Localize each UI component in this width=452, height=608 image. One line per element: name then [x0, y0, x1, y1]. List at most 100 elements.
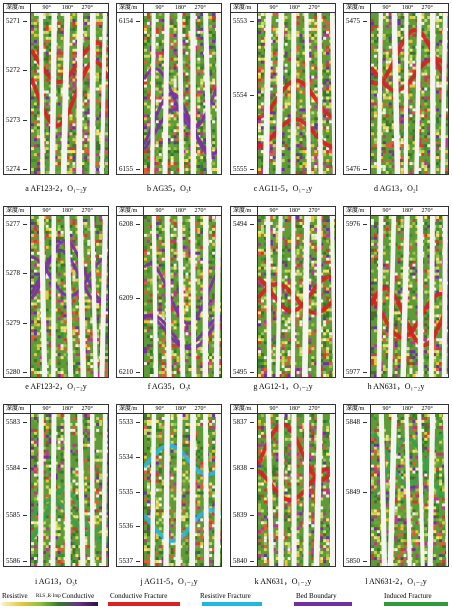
azimuth-label: 180°	[402, 208, 414, 214]
azimuth-label: 180°	[289, 406, 301, 412]
depth-tick-label: 5537	[119, 557, 140, 565]
azimuth-label: 180°	[175, 5, 187, 11]
conductive-fracture-trace	[371, 291, 448, 340]
depth-tick-label: 6209	[119, 294, 140, 302]
depth-tick-label: 5536	[119, 522, 140, 530]
depth-axis-label: 深度/m	[233, 208, 252, 214]
depth-tick-label: 6208	[119, 220, 140, 228]
pad-gap	[190, 216, 197, 377]
pad-gap	[177, 13, 185, 174]
pad-gap	[213, 216, 221, 377]
pad-gap	[90, 216, 98, 377]
panel-frame: 深度/m 90° 180° 270° 5475 5476	[343, 3, 449, 175]
pad-gap	[214, 414, 221, 566]
depth-tick-label: 5533	[119, 418, 140, 426]
panel-frame: 深度/m 90° 180° 270° 5533 5534 5535 5536 5537	[116, 404, 222, 567]
depth-tick-label: 5494	[233, 220, 254, 228]
pad-gap	[49, 13, 58, 174]
panel-caption-j: j AG11-5，O₁₋₂y	[140, 577, 198, 586]
depth-tick-label: 5584	[6, 464, 27, 472]
azimuth-label: 270°	[81, 5, 93, 11]
azimuth-label: 180°	[62, 406, 74, 412]
image-log-canvas	[144, 414, 221, 566]
pad-gap	[265, 414, 274, 566]
panel-frame: 深度/m 90° 180° 270° 5277 5278 5279 5280	[3, 206, 109, 378]
depth-axis-label: 深度/m	[119, 406, 138, 412]
fmi-image	[258, 414, 335, 566]
pad-gap	[164, 216, 172, 377]
pad-gap	[428, 216, 435, 377]
depth-tick-label: 5534	[119, 453, 140, 461]
pad-gap	[38, 216, 48, 377]
azimuth-label: 270°	[308, 5, 320, 11]
azimuth-label: 270°	[421, 406, 433, 412]
depth-tick-label: 5273	[6, 116, 27, 124]
depth-column: 5494 5495	[231, 216, 258, 377]
panel-frame: 深度/m 90° 180° 270° 5583 5584 5585 5586	[3, 404, 109, 567]
azimuth-label: 270°	[81, 208, 93, 214]
panel-frame: 深度/m 90° 180° 270° 5271 5272 5273 5274	[3, 3, 109, 175]
pad-gap	[203, 13, 212, 174]
pad-gap	[427, 414, 436, 566]
depth-axis-label: 深度/m	[233, 406, 252, 412]
pad-gap	[77, 216, 87, 377]
pad-gap	[99, 13, 107, 174]
depth-tick-label: 5274	[6, 165, 27, 173]
fmi-image	[371, 216, 448, 377]
pad-gap	[304, 13, 312, 174]
pad-gap	[404, 414, 412, 566]
fmi-image	[31, 216, 108, 377]
pad-gap	[303, 414, 310, 566]
depth-axis-label: 深度/m	[233, 5, 252, 11]
fmi-image	[371, 414, 448, 566]
pad-gap	[38, 414, 44, 566]
image-log-canvas	[371, 216, 448, 377]
depth-tick-label: 5977	[346, 368, 367, 376]
pad-gap	[38, 13, 45, 174]
pad-gap	[202, 216, 209, 377]
log-panel-g: 深度/m 90° 180° 270° 5494 5495	[230, 206, 336, 378]
fmi-image	[31, 414, 108, 566]
panel-frame: 深度/m 90° 180° 270° 6154 6155	[116, 3, 222, 175]
legend-resistive-label: Resistive Fracture	[200, 592, 251, 600]
image-log-canvas	[31, 13, 108, 174]
pad-gap	[278, 414, 285, 566]
conductive-fracture-trace	[258, 281, 335, 315]
azimuth-label: 90°	[269, 406, 278, 412]
depth-tick-label: 5553	[233, 17, 254, 25]
depth-tick-label: 5976	[346, 220, 367, 228]
depth-axis-label: 深度/m	[346, 406, 365, 412]
depth-tick-label: 5586	[6, 557, 27, 565]
panel-caption-b: b AG35，O₃t	[147, 184, 191, 193]
panel-frame: 深度/m 90° 180° 270° 5494 5495	[230, 206, 336, 378]
azimuth-label: 180°	[175, 208, 187, 214]
pad-gap	[417, 216, 424, 377]
pad-gap	[391, 13, 401, 174]
pad-gap	[376, 216, 384, 377]
depth-tick-label: 5850	[346, 557, 367, 565]
depth-axis-label: 深度/m	[6, 208, 25, 214]
panel-header: 深度/m 90° 180° 270°	[231, 207, 335, 216]
legend: Resistive RLS ,R·Imp Conductive Conducti…	[0, 590, 452, 608]
panel-caption-c: c AG11-5，O₁₋₂y	[253, 184, 313, 193]
pad-gap	[317, 13, 323, 174]
azimuth-label: 90°	[42, 5, 51, 11]
fmi-image	[31, 13, 108, 174]
azimuth-label: 90°	[269, 5, 278, 11]
azimuth-label: 180°	[402, 5, 414, 11]
pad-gap	[400, 216, 410, 377]
azimuth-label: 90°	[382, 208, 391, 214]
log-panel-h: 深度/m 90° 180° 270° 5976 5977	[343, 206, 449, 378]
depth-column: 5848 5849 5850	[344, 414, 371, 566]
depth-axis-label: 深度/m	[6, 406, 25, 412]
pad-gap	[442, 414, 448, 566]
fmi-image	[371, 13, 448, 174]
panel-caption-l: l AN631-2，O₁₋₂y	[365, 577, 427, 586]
azimuth-label: 180°	[289, 208, 301, 214]
pad-gap	[50, 414, 57, 566]
legend-scale-right: Conductive	[62, 592, 95, 600]
depth-axis-label: 深度/m	[346, 5, 365, 11]
depth-tick-label: 5839	[233, 511, 254, 519]
azimuth-label: 270°	[194, 406, 206, 412]
panel-header: 深度/m 90° 180° 270°	[344, 4, 448, 13]
